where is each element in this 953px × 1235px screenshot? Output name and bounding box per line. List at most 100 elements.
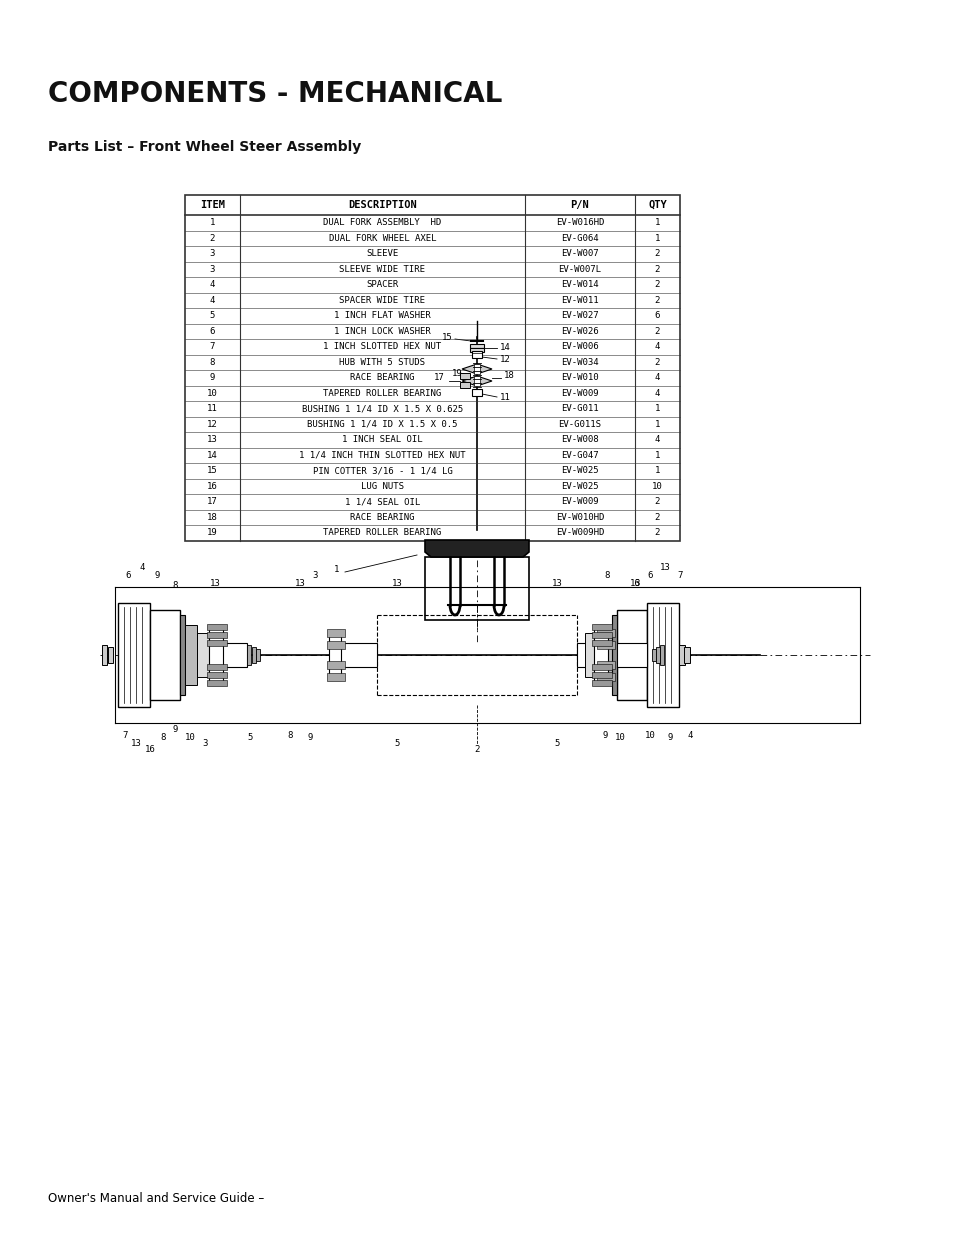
Text: 1: 1 <box>654 233 659 243</box>
Text: EV-W014: EV-W014 <box>560 280 598 289</box>
Bar <box>617 610 646 700</box>
Text: 1: 1 <box>654 420 659 429</box>
Text: 3: 3 <box>312 571 317 579</box>
Text: 2: 2 <box>654 264 659 274</box>
Polygon shape <box>461 364 492 374</box>
Text: EV-W009: EV-W009 <box>560 389 598 398</box>
Text: 13: 13 <box>294 578 305 588</box>
Text: 3: 3 <box>210 249 215 258</box>
Text: P/N: P/N <box>570 200 589 210</box>
Text: 12: 12 <box>499 354 510 363</box>
Text: 14: 14 <box>207 451 217 459</box>
Text: SPACER WIDE TIRE: SPACER WIDE TIRE <box>339 295 425 305</box>
Text: 1 INCH SEAL OIL: 1 INCH SEAL OIL <box>342 435 422 445</box>
Text: 14: 14 <box>499 342 510 352</box>
Text: 8: 8 <box>172 580 177 589</box>
Text: 6: 6 <box>210 327 215 336</box>
Text: 2: 2 <box>654 513 659 521</box>
Text: 13: 13 <box>392 578 402 588</box>
Text: EV-W010HD: EV-W010HD <box>556 513 603 521</box>
Text: 18: 18 <box>503 370 514 379</box>
Bar <box>599 625 612 685</box>
Bar <box>329 630 340 680</box>
Text: 1: 1 <box>654 404 659 414</box>
Text: 8: 8 <box>210 358 215 367</box>
Text: EV-W025: EV-W025 <box>560 482 598 490</box>
Bar <box>247 645 251 664</box>
Bar <box>597 673 615 680</box>
Text: 1 1/4 SEAL OIL: 1 1/4 SEAL OIL <box>345 498 419 506</box>
Bar <box>336 643 376 667</box>
Text: EV-G064: EV-G064 <box>560 233 598 243</box>
Text: EV-G047: EV-G047 <box>560 451 598 459</box>
Text: 13: 13 <box>207 435 217 445</box>
Text: EV-W007L: EV-W007L <box>558 264 601 274</box>
Text: 9: 9 <box>307 732 313 741</box>
Text: 15: 15 <box>207 467 217 475</box>
Bar <box>212 643 247 667</box>
Bar <box>598 630 610 680</box>
Text: TAPERED ROLLER BEARING: TAPERED ROLLER BEARING <box>323 529 441 537</box>
Text: EV-G011: EV-G011 <box>560 404 598 414</box>
Text: 11: 11 <box>499 393 510 401</box>
Text: 3: 3 <box>202 739 208 747</box>
Text: 15: 15 <box>441 332 452 342</box>
Text: 4: 4 <box>686 730 692 740</box>
Text: 1 INCH LOCK WASHER: 1 INCH LOCK WASHER <box>334 327 431 336</box>
Text: 2: 2 <box>654 529 659 537</box>
Text: 17: 17 <box>207 498 217 506</box>
Text: 13: 13 <box>131 739 141 747</box>
Text: 6: 6 <box>647 571 652 579</box>
Text: 2: 2 <box>654 280 659 289</box>
Bar <box>327 661 345 669</box>
Text: QTY: QTY <box>647 200 666 210</box>
Bar <box>459 373 470 379</box>
Text: 5: 5 <box>554 739 559 747</box>
Text: 2: 2 <box>654 327 659 336</box>
Text: EV-W011: EV-W011 <box>560 295 598 305</box>
Polygon shape <box>424 540 529 557</box>
Text: SLEEVE: SLEEVE <box>366 249 398 258</box>
Bar <box>592 672 612 678</box>
Bar <box>102 645 107 664</box>
Bar <box>118 603 150 706</box>
Text: DUAL FORK ASSEMBLY  HD: DUAL FORK ASSEMBLY HD <box>323 219 441 227</box>
Bar <box>472 389 481 396</box>
Text: 3: 3 <box>210 264 215 274</box>
Text: SPACER: SPACER <box>366 280 398 289</box>
Bar <box>209 625 223 685</box>
Text: 1: 1 <box>654 451 659 459</box>
Text: DESCRIPTION: DESCRIPTION <box>348 200 416 210</box>
Text: 10: 10 <box>207 389 217 398</box>
Bar <box>592 624 612 630</box>
Text: 10: 10 <box>614 732 625 741</box>
Text: 10: 10 <box>652 482 662 490</box>
Text: EV-W034: EV-W034 <box>560 358 598 367</box>
Text: 9: 9 <box>666 732 672 741</box>
Bar <box>592 664 612 671</box>
Text: 7: 7 <box>210 342 215 351</box>
Text: 4: 4 <box>210 295 215 305</box>
Text: 2: 2 <box>654 295 659 305</box>
Text: 1: 1 <box>654 467 659 475</box>
Bar <box>108 647 112 663</box>
Text: 16: 16 <box>207 482 217 490</box>
Bar <box>327 673 345 680</box>
Text: EV-W008: EV-W008 <box>560 435 598 445</box>
Text: 4: 4 <box>654 389 659 398</box>
Text: 13: 13 <box>551 578 561 588</box>
Text: 2: 2 <box>654 358 659 367</box>
Text: 4: 4 <box>139 562 145 572</box>
Bar <box>207 664 227 671</box>
Text: TAPERED ROLLER BEARING: TAPERED ROLLER BEARING <box>323 389 441 398</box>
Text: 4: 4 <box>654 342 659 351</box>
Text: 10: 10 <box>185 732 195 741</box>
Text: 10: 10 <box>644 730 655 740</box>
Text: EV-W010: EV-W010 <box>560 373 598 383</box>
Bar <box>252 647 255 663</box>
Bar <box>424 557 529 620</box>
Bar <box>683 647 689 663</box>
Text: EV-G011S: EV-G011S <box>558 420 601 429</box>
Text: EV-W026: EV-W026 <box>560 327 598 336</box>
Text: 1: 1 <box>210 219 215 227</box>
